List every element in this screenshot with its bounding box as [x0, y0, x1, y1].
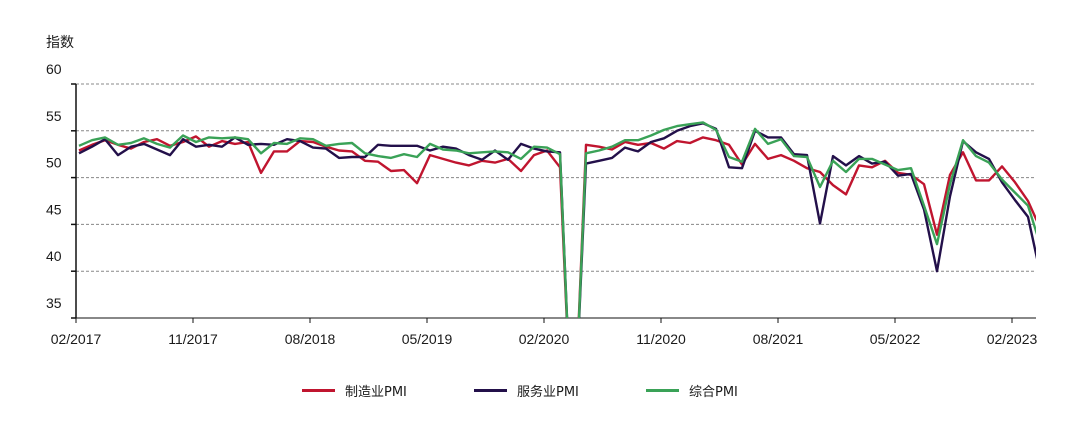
- x-tick-label: 08/2021: [753, 331, 804, 347]
- legend: 制造业PMI 服务业PMI 综合PMI: [0, 378, 1080, 402]
- legend-item-composite: 综合PMI: [646, 378, 738, 402]
- y-axis-title: 指数: [46, 35, 74, 51]
- legend-label: 制造业PMI: [345, 384, 407, 400]
- legend-swatch-services: [474, 388, 507, 392]
- series-line-services: [78, 122, 1036, 318]
- x-axis: 02/2017 11/2017 08/2018 05/2019 02/2020 11/20…: [51, 317, 1038, 347]
- y-tick-label: 40: [46, 248, 62, 264]
- series-line-composite: [78, 121, 1036, 318]
- x-tick-label: 11/2017: [168, 331, 218, 347]
- x-tick-label: 11/2020: [636, 331, 686, 347]
- y-axis: 35 40 45 50 55 60: [46, 61, 77, 319]
- y-tick-label: 55: [46, 108, 62, 124]
- x-tick-label: 05/2019: [402, 331, 453, 347]
- x-tick-label: 02/2020: [519, 331, 570, 347]
- legend-label: 综合PMI: [689, 384, 738, 400]
- series-lines: [78, 121, 1036, 318]
- y-tick-label: 60: [46, 61, 62, 77]
- x-tick-label: 02/2023: [987, 331, 1038, 347]
- legend-item-services: 服务业PMI: [474, 378, 579, 402]
- legend-item-manufacturing: 制造业PMI: [302, 378, 407, 402]
- legend-swatch-composite: [646, 388, 679, 392]
- legend-swatch-manufacturing: [302, 388, 335, 392]
- y-tick-label: 45: [46, 201, 62, 217]
- legend-label: 服务业PMI: [517, 384, 579, 400]
- x-tick-label: 02/2017: [51, 331, 102, 347]
- x-tick-label: 05/2022: [870, 331, 921, 347]
- y-tick-label: 50: [46, 155, 62, 171]
- y-tick-label: 35: [46, 295, 62, 311]
- x-tick-label: 08/2018: [285, 331, 336, 347]
- gridlines: [76, 83, 1036, 272]
- series-line-manufacturing: [78, 135, 1036, 318]
- line-chart: 35 40 45 50 55 60 02/2017 11/2017 08/2018 05/201…: [46, 61, 1038, 347]
